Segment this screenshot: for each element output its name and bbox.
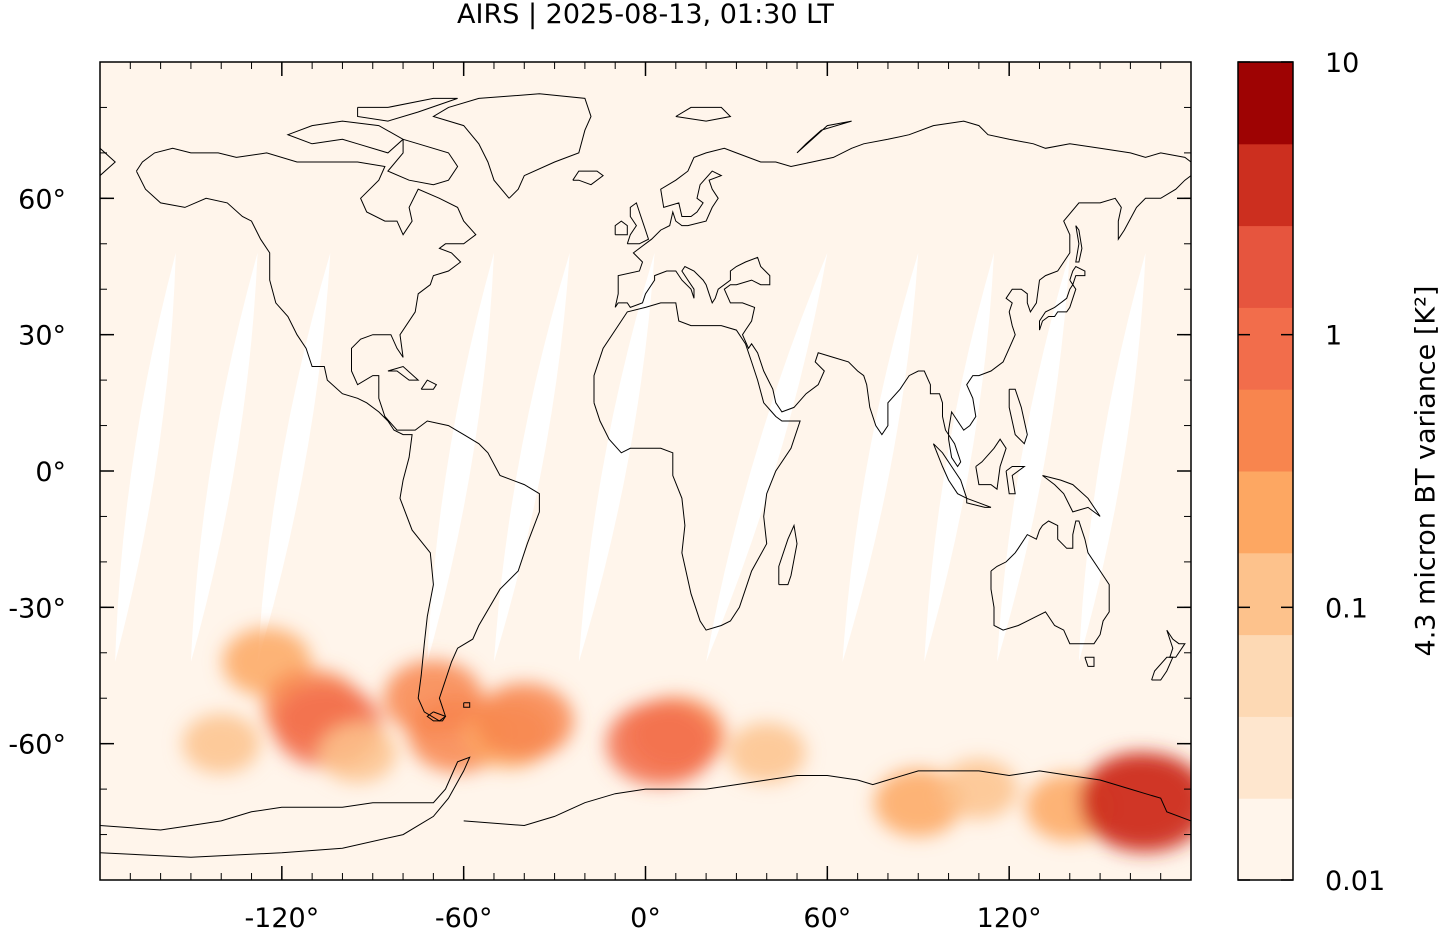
coastline-2 (593, 302, 801, 631)
colorbar-swatch (1238, 143, 1293, 227)
orbit-gap-10 (1078, 252, 1146, 662)
colorbar-tick-label: 0.01 (1325, 866, 1385, 897)
orbit-gap-6 (706, 252, 828, 662)
coastline-29 (1075, 225, 1083, 263)
colorbar-tick-label: 0.1 (1325, 593, 1368, 624)
variance-hotspots (182, 627, 1191, 853)
orbit-gap-7 (842, 252, 919, 662)
coastline-16 (975, 438, 1007, 491)
colorbar-swatch (1238, 225, 1293, 308)
coastline-9 (1039, 283, 1077, 331)
lon-tick-label: 60° (803, 903, 851, 930)
colorbar-tick-label: 10 (1325, 48, 1359, 79)
lat-tick-label: -30° (8, 593, 66, 624)
hotspot-11 (727, 722, 806, 783)
hotspot-4 (318, 722, 397, 783)
colorbar-label: 4.3 micron BT variance [K²] (1410, 285, 1442, 657)
coastlines (100, 93, 1191, 858)
colorbar-swatch (1238, 716, 1293, 799)
coastline-6 (463, 770, 1191, 827)
coastline-32 (426, 711, 447, 722)
lat-tick-label: 0° (35, 457, 66, 488)
coastline-28 (796, 120, 852, 154)
colorbar-tick-label: 1 (1325, 321, 1342, 352)
orbit-gap-2 (257, 252, 331, 662)
major-ticks (100, 62, 1191, 880)
coastline-18 (1042, 475, 1101, 517)
colorbar-swatch (1238, 307, 1293, 390)
coastline-1 (432, 93, 592, 199)
colorbar-swatch (1238, 62, 1293, 145)
coastline-12 (572, 170, 604, 186)
map-area (100, 62, 1191, 880)
coastline-3 (614, 120, 1191, 468)
longitude-tick-labels: -120° -60° 0° 60° 120° (244, 903, 1041, 930)
colorbar (1238, 62, 1293, 881)
coastline-25 (387, 138, 459, 186)
map-title: AIRS | 2025-08-13, 01:30 LT (457, 0, 834, 30)
coastline-10 (626, 202, 650, 245)
coastline-11 (614, 220, 628, 236)
latitude-tick-labels: 60° 30° 0° -30° -60° (8, 184, 66, 760)
hotspot-16 (1080, 752, 1191, 853)
coastline-27 (675, 106, 732, 122)
coastline-23 (420, 379, 438, 390)
orbit-gap-5 (578, 252, 655, 662)
coastline-21 (1151, 656, 1174, 681)
hotspot-3 (182, 713, 261, 774)
coastline-0 (135, 147, 540, 722)
coastline-30 (1084, 656, 1095, 667)
coastline-26 (357, 97, 458, 122)
coastline-5 (100, 756, 471, 858)
lon-tick-label: -120° (244, 903, 319, 930)
colorbar-swatch (1238, 634, 1293, 717)
orbit-gap-3 (427, 252, 494, 662)
orbit-gap-1 (190, 252, 258, 662)
coastline-17 (1005, 466, 1026, 495)
coastline-4 (990, 520, 1110, 645)
colorbar-swatch (1238, 389, 1293, 472)
lon-tick-label: 0° (630, 903, 661, 930)
lat-tick-label: 60° (18, 184, 66, 215)
lat-tick-label: 30° (18, 321, 66, 352)
colorbar-swatch (1238, 471, 1293, 554)
lat-tick-label: -60° (8, 730, 66, 761)
coastline-31 (463, 702, 471, 708)
orbit-gaps (115, 252, 1146, 662)
hotspot-8 (474, 682, 574, 759)
coastline-19 (1008, 388, 1028, 445)
colorbar-swatch (1238, 552, 1293, 636)
colorbar-swatch (1238, 798, 1293, 881)
coastline-13 (778, 523, 798, 586)
orbit-gap-4 (493, 252, 570, 662)
coastline-24 (286, 120, 404, 154)
lon-tick-label: -60° (435, 903, 493, 930)
coastline-15 (966, 497, 992, 508)
coastline-8 (1069, 265, 1086, 286)
hotspot-10 (606, 701, 716, 786)
coastline-22 (387, 365, 420, 381)
hotspot-13 (939, 759, 1018, 820)
colorbar-ticks: 10 1 0.1 0.01 (1238, 48, 1385, 897)
coastline-20 (1166, 629, 1186, 658)
orbit-gap-0 (115, 252, 176, 662)
lon-tick-label: 120° (977, 903, 1042, 930)
orbit-gap-9 (997, 252, 1070, 662)
colorbar-frame (1237, 61, 1294, 881)
